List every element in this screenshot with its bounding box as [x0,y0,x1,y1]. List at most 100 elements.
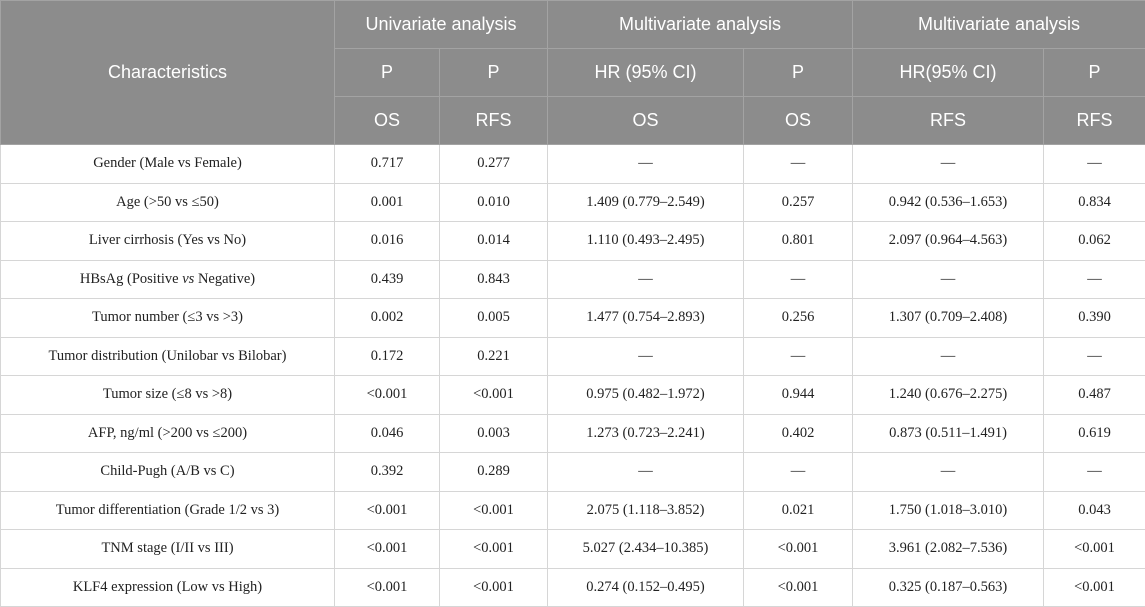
table-cell: 3.961 (2.082–7.536) [853,530,1044,569]
row-label: Age (>50 vs ≤50) [1,183,335,222]
table-cell: 0.016 [335,222,440,261]
table-cell: 0.257 [744,183,853,222]
col-header: P [335,49,440,97]
header-row-groups: Characteristics Univariate analysis Mult… [1,1,1145,49]
row-label: KLF4 expression (Low vs High) [1,568,335,607]
table-cell: 1.409 (0.779–2.549) [548,183,744,222]
table-cell: 1.307 (0.709–2.408) [853,299,1044,338]
table-cell: 2.097 (0.964–4.563) [853,222,1044,261]
table-cell: 0.834 [1044,183,1145,222]
row-label: TNM stage (I/II vs III) [1,530,335,569]
table-cell: 0.717 [335,145,440,184]
col-subheader: OS [548,97,744,145]
table-cell: <0.001 [440,530,548,569]
table-cell: 1.240 (0.676–2.275) [853,376,1044,415]
col-subheader: RFS [1044,97,1145,145]
table-cell: 0.003 [440,414,548,453]
col-subheader: OS [744,97,853,145]
multivariate-rfs-header: Multivariate analysis [853,1,1145,49]
table-header: Characteristics Univariate analysis Mult… [1,1,1145,145]
table-cell: 0.975 (0.482–1.972) [548,376,744,415]
table-cell: — [853,260,1044,299]
row-label: Liver cirrhosis (Yes vs No) [1,222,335,261]
table-cell: 0.046 [335,414,440,453]
row-label: Child-Pugh (A/B vs C) [1,453,335,492]
table-cell: 0.010 [440,183,548,222]
table-cell: 0.001 [335,183,440,222]
table-cell: 0.289 [440,453,548,492]
table-cell: — [744,337,853,376]
table-cell: 0.062 [1044,222,1145,261]
table-cell: — [548,453,744,492]
table-cell: <0.001 [440,568,548,607]
table-cell: 1.273 (0.723–2.241) [548,414,744,453]
table-cell: 0.002 [335,299,440,338]
table-cell: 0.873 (0.511–1.491) [853,414,1044,453]
table-cell: <0.001 [335,491,440,530]
table-cell: 0.390 [1044,299,1145,338]
table-cell: — [853,453,1044,492]
table-cell: <0.001 [744,568,853,607]
table-cell: 0.277 [440,145,548,184]
table-cell: <0.001 [440,376,548,415]
table-cell: 0.392 [335,453,440,492]
table-cell: 5.027 (2.434–10.385) [548,530,744,569]
table-cell: — [548,260,744,299]
table-cell: 0.043 [1044,491,1145,530]
table-cell: 0.487 [1044,376,1145,415]
table-cell: <0.001 [335,530,440,569]
table-cell: 0.005 [440,299,548,338]
table-cell: 0.014 [440,222,548,261]
table-cell: 0.256 [744,299,853,338]
table-row: KLF4 expression (Low vs High)<0.001<0.00… [1,568,1145,607]
table-cell: — [1044,337,1145,376]
table-cell: 2.075 (1.118–3.852) [548,491,744,530]
table-cell: <0.001 [1044,530,1145,569]
table-cell: <0.001 [744,530,853,569]
table-cell: — [1044,145,1145,184]
table-cell: 0.172 [335,337,440,376]
row-label: Tumor distribution (Unilobar vs Bilobar) [1,337,335,376]
table-cell: — [744,260,853,299]
table-cell: 1.477 (0.754–2.893) [548,299,744,338]
table-cell: 0.944 [744,376,853,415]
table-cell: 1.750 (1.018–3.010) [853,491,1044,530]
multivariate-os-header: Multivariate analysis [548,1,853,49]
table-cell: 0.619 [1044,414,1145,453]
row-label: Tumor size (≤8 vs >8) [1,376,335,415]
table-cell: 0.274 (0.152–0.495) [548,568,744,607]
col-header: HR (95% CI) [548,49,744,97]
row-label: Gender (Male vs Female) [1,145,335,184]
row-label: HBsAg (Positive vs Negative) [1,260,335,299]
table-cell: <0.001 [335,376,440,415]
row-label: Tumor differentiation (Grade 1/2 vs 3) [1,491,335,530]
table-cell: <0.001 [1044,568,1145,607]
table-cell: 0.402 [744,414,853,453]
table-cell: — [1044,453,1145,492]
table-cell: 0.843 [440,260,548,299]
table-cell: — [853,337,1044,376]
table-cell: — [1044,260,1145,299]
table-cell: 1.110 (0.493–2.495) [548,222,744,261]
table-cell: — [548,337,744,376]
col-header: P [440,49,548,97]
table-cell: — [744,453,853,492]
col-header: P [744,49,853,97]
table-cell: <0.001 [440,491,548,530]
table-cell: 0.221 [440,337,548,376]
row-label: Tumor number (≤3 vs >3) [1,299,335,338]
table-cell: 0.021 [744,491,853,530]
table-cell: <0.001 [335,568,440,607]
col-header: HR(95% CI) [853,49,1044,97]
col-subheader: OS [335,97,440,145]
